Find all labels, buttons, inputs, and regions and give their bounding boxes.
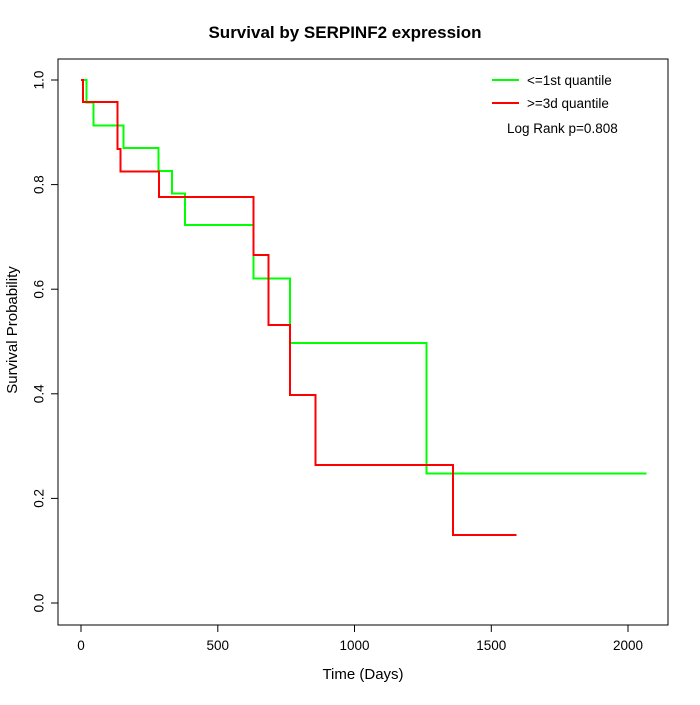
y-axis-tick-label: 0.6 [32, 280, 47, 299]
logrank-annotation: Log Rank p=0.808 [507, 121, 618, 136]
y-axis-tick-label: 0.8 [32, 175, 47, 194]
chart-title: Survival by SERPINF2 expression [208, 23, 481, 42]
survival-curves [81, 79, 647, 536]
axis-ticks: 0 500 1000 1500 2000 0.0 0.2 0.4 0.6 0.8 1.0 [32, 71, 644, 653]
x-axis-tick-label: 2000 [613, 638, 643, 653]
legend-label-high-expression: >=3d quantile [527, 96, 609, 111]
x-axis-tick-label: 0 [77, 638, 85, 653]
x-axis-tick-label: 1000 [339, 638, 369, 653]
legend-label-low-expression: <=1st quantile [527, 73, 612, 88]
x-axis-title: Time (Days) [322, 666, 403, 683]
y-axis-title: Survival Probability [4, 266, 21, 394]
plot-border [57, 58, 669, 626]
y-axis-tick-label: 0.0 [32, 594, 47, 613]
legend: <=1st quantile >=3d quantile Log Rank p=… [492, 73, 618, 136]
y-axis-tick-label: 1.0 [32, 71, 47, 90]
x-axis-tick-label: 500 [207, 638, 230, 653]
y-axis-tick-label: 0.4 [32, 384, 47, 403]
km-curve-high-expression [81, 79, 517, 536]
y-axis-tick-label: 0.2 [32, 489, 47, 508]
x-axis-tick-label: 1500 [476, 638, 506, 653]
